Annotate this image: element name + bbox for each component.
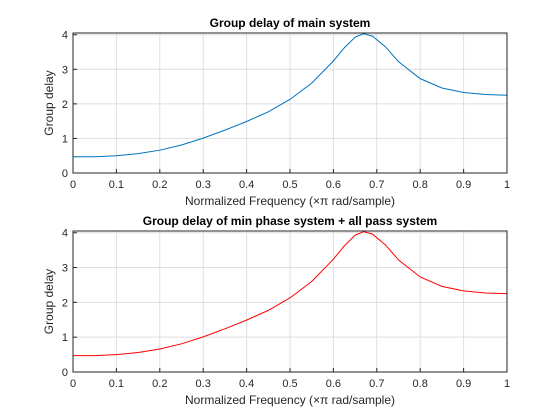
series-line: [73, 33, 508, 158]
y-axis-label: Group delay: [42, 269, 56, 334]
y-tick-label: 0: [62, 168, 68, 180]
x-tick-label: 0.1: [109, 179, 124, 191]
x-tick-label: 0.5: [282, 179, 297, 191]
chart-top: 0 0.1 0.2 0.3 0.4 0.5 0.6 0.7 0.8 0.9 1 0 1 2 3 4 Group …: [42, 16, 510, 208]
x-tick-label: 0.1: [109, 378, 124, 390]
x-axis-label: Normalized Frequency (×π rad/sample): [185, 194, 395, 208]
x-tick-label: 0.4: [239, 179, 254, 191]
x-tick-label: 0.3: [196, 179, 211, 191]
x-tick-label: 0.7: [369, 378, 384, 390]
axes-box: [72, 32, 508, 174]
chart-title: Group delay of min phase system + all pa…: [143, 214, 437, 228]
x-tick-label: 0.6: [326, 378, 341, 390]
x-tick-label: 0.9: [456, 179, 471, 191]
x-tick-label: 0.2: [152, 378, 167, 390]
y-tick-label: 4: [62, 30, 68, 42]
x-tick-label: 0.2: [152, 179, 167, 191]
y-axis-label: Group delay: [42, 70, 56, 135]
x-axis-label: Normalized Frequency (×π rad/sample): [185, 393, 395, 407]
y-tick-label: 1: [62, 133, 68, 145]
x-tick-label: 0.3: [196, 378, 211, 390]
y-tick-label: 2: [62, 99, 68, 111]
x-tick-label: 0.8: [413, 179, 428, 191]
x-tick-label: 0.4: [239, 378, 254, 390]
y-tick-label: 3: [62, 64, 68, 76]
axes-box: [72, 230, 508, 373]
x-tick-label: 0.6: [326, 179, 341, 191]
x-tick-label: 1: [504, 179, 510, 191]
x-tick-label: 0: [70, 179, 76, 191]
x-tick-label: 0.9: [456, 378, 471, 390]
y-tick-label: 2: [62, 297, 68, 309]
x-tick-label: 0.5: [282, 378, 297, 390]
x-tick-label: 0.7: [369, 179, 384, 191]
chart-title: Group delay of main system: [210, 16, 371, 30]
x-tick-label: 0.8: [413, 378, 428, 390]
series-line: [73, 231, 508, 357]
chart-bottom: 0 0.1 0.2 0.3 0.4 0.5 0.6 0.7 0.8 0.9 1 0 1 2 3 4 Group …: [42, 214, 510, 407]
x-tick-label: 1: [504, 378, 510, 390]
y-tick-label: 0: [62, 367, 68, 379]
y-tick-label: 3: [62, 263, 68, 275]
x-tick-label: 0: [70, 378, 76, 390]
y-tick-label: 4: [62, 228, 68, 240]
y-tick-label: 1: [62, 332, 68, 344]
